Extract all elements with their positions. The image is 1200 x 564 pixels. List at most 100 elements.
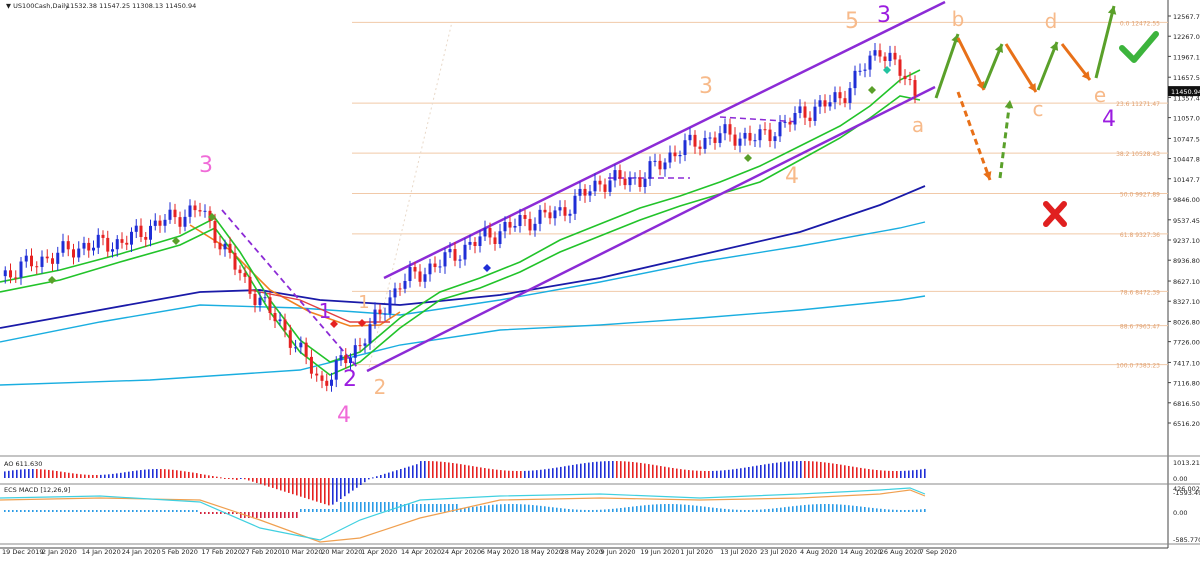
- ao-bar: [916, 469, 918, 478]
- price-tick-label: 10747.50: [1173, 135, 1200, 143]
- ao-bar: [664, 466, 666, 478]
- arrow-alt-down: [956, 91, 992, 181]
- candle-body: [193, 205, 197, 211]
- macd-bar: [100, 510, 102, 512]
- macd-bar: [876, 508, 878, 512]
- ao-bar: [464, 464, 466, 478]
- candle-body: [125, 242, 129, 245]
- wave-4-purple: 4: [1102, 107, 1116, 132]
- ao-bar: [660, 466, 662, 478]
- arrow-up-2-head: [1050, 42, 1059, 51]
- candle-body: [344, 355, 348, 364]
- candle-body: [868, 55, 872, 70]
- macd-bar: [848, 505, 850, 512]
- candle-body: [173, 209, 177, 218]
- macd-bar: [584, 509, 586, 512]
- candle-body: [633, 177, 637, 179]
- candle-body: [698, 146, 702, 149]
- ao-bar: [224, 478, 226, 479]
- diamond-marker: [172, 237, 180, 245]
- ao-bar: [704, 470, 706, 478]
- date-tick-label: 1 Apr 2020: [361, 548, 397, 556]
- date-tick-label: 1 Jul 2020: [680, 548, 713, 556]
- candle-body: [309, 356, 313, 374]
- macd-bar: [84, 510, 86, 512]
- candle-body: [908, 79, 912, 81]
- macd-bar: [760, 509, 762, 512]
- fib-levels: 0.0 12472.55 23.6 11271.47 38.2 10528.43 50…: [352, 20, 1168, 373]
- macd-bar: [312, 509, 314, 512]
- arrow-up-final: [1094, 5, 1116, 79]
- candle-body: [503, 221, 507, 232]
- macd-bar: [564, 508, 566, 512]
- ao-bar: [172, 469, 174, 478]
- candle-body: [803, 106, 807, 118]
- ma-cyan-slow: [0, 295, 926, 386]
- candle-body: [61, 241, 65, 253]
- candle-body: [218, 242, 222, 250]
- macd-bar: [740, 509, 742, 512]
- fib-label: 61.8 9327.36: [1120, 232, 1160, 239]
- macd-tick-label: 0.00: [1173, 509, 1187, 517]
- candle-body: [428, 263, 432, 275]
- macd-bar: [108, 510, 110, 512]
- candle-body: [330, 379, 333, 386]
- ao-bar: [548, 468, 550, 478]
- candle-body: [144, 236, 148, 240]
- macd-bar: [240, 512, 242, 518]
- arrow-down-c-head: [976, 81, 985, 90]
- ao-bar: [344, 478, 346, 497]
- ao-bar: [756, 465, 758, 478]
- ao-bar: [8, 470, 10, 478]
- candle-body: [728, 124, 732, 135]
- macd-bar: [728, 509, 730, 512]
- ao-bar: [232, 478, 234, 480]
- ao-bar: [196, 473, 198, 478]
- ao-bar: [848, 465, 850, 478]
- ao-bar: [676, 468, 678, 478]
- ao-bar: [736, 468, 738, 478]
- price-tick-label: 8026.80: [1173, 318, 1200, 326]
- macd-bar: [292, 512, 294, 518]
- date-tick-label: 6 May 2020: [481, 548, 519, 556]
- candle-body: [638, 177, 642, 187]
- ao-bar: [872, 469, 874, 478]
- ao-bar: [552, 468, 554, 478]
- candle-body: [393, 288, 397, 298]
- ao-bar: [60, 471, 62, 478]
- cross-icon: [1043, 201, 1067, 227]
- candle-body: [668, 152, 672, 163]
- macd-bar: [568, 508, 570, 512]
- diamond-marker: [483, 264, 491, 272]
- macd-bar: [60, 510, 62, 512]
- ao-bar: [104, 474, 106, 478]
- ao-bar: [84, 474, 86, 478]
- wave-4-mid: 4: [785, 164, 799, 189]
- macd-bar: [44, 510, 46, 512]
- ao-bar: [480, 467, 482, 478]
- macd-bar: [488, 505, 490, 512]
- ao-bar: [36, 469, 38, 478]
- price-tick-label: 8327.10: [1173, 298, 1200, 306]
- candle-body: [913, 80, 917, 96]
- macd-bar: [208, 512, 210, 514]
- ao-bar: [904, 470, 906, 478]
- ao-bar: [436, 461, 438, 478]
- macd-bar: [780, 507, 782, 512]
- ao-bar: [516, 470, 518, 478]
- macd-bar: [832, 504, 834, 512]
- macd-bar: [212, 512, 214, 514]
- candle-body: [883, 56, 887, 62]
- ao-bar: [92, 474, 94, 478]
- candle-body: [613, 170, 617, 181]
- fib-label: 23.6 11271.47: [1116, 101, 1160, 108]
- macd-bar: [272, 512, 274, 518]
- candle-body: [708, 137, 712, 139]
- ao-bar: [540, 469, 542, 478]
- macd-bar: [496, 504, 498, 512]
- ao-bar: [496, 469, 498, 478]
- ao-bar: [268, 478, 270, 487]
- macd-line: [0, 487, 926, 541]
